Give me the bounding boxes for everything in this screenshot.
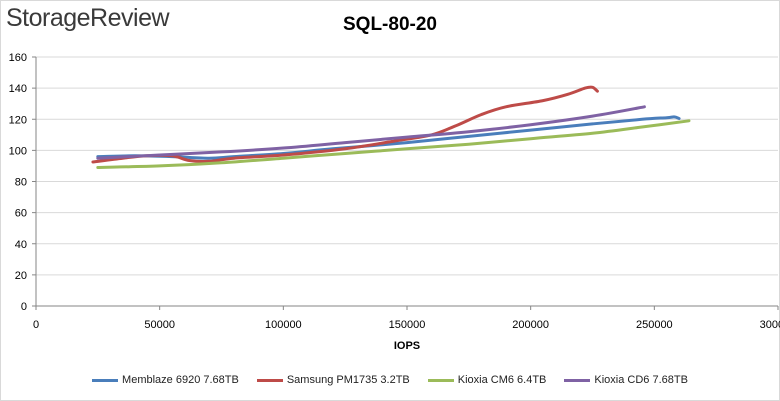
legend-item: Kioxia CD6 7.68TB	[564, 374, 688, 386]
legend-swatch	[256, 378, 283, 382]
legend-label: Samsung PM1735 3.2TB	[286, 374, 410, 386]
legend: Memblaze 6920 7.68TB Samsung PM1735 3.2TB…	[0, 374, 780, 386]
y-tick-label: 60	[15, 208, 27, 220]
legend-swatch	[564, 378, 591, 382]
series-line-kioxia-cd6-7-68tb	[96, 105, 646, 160]
y-tick-label: 80	[15, 177, 27, 189]
series-line-memblaze-6920-7-68tb	[96, 115, 681, 160]
storagereview-logo: StorageReview	[6, 4, 170, 32]
y-tick-label: 40	[15, 239, 27, 251]
grid-lines	[36, 56, 778, 276]
y-tick-label: 20	[15, 270, 27, 282]
y-tick-label: 160	[9, 52, 27, 64]
axes	[32, 56, 779, 310]
series-line-kioxia-cm6-6-4tb	[96, 119, 691, 169]
x-tick-label: 200000	[512, 319, 549, 331]
legend-label: Memblaze 6920 7.68TB	[122, 374, 239, 386]
chart-title: SQL-80-20	[343, 14, 437, 35]
legend-item: Memblaze 6920 7.68TB	[92, 374, 239, 386]
x-tick-label: 0	[33, 319, 39, 331]
y-tick-label: 0	[21, 301, 27, 313]
y-tick-label: 120	[9, 114, 27, 126]
legend-item: Kioxia CM6 6.4TB	[427, 374, 547, 386]
legend-swatch	[427, 378, 454, 382]
y-tick-label: 100	[9, 145, 27, 157]
x-tick-label: 250000	[636, 319, 673, 331]
legend-item: Samsung PM1735 3.2TB	[256, 374, 410, 386]
x-tick-label: 150000	[389, 319, 426, 331]
x-tick-label: 50000	[144, 319, 175, 331]
legend-label: Kioxia CM6 6.4TB	[457, 374, 547, 386]
y-tick-label: 140	[9, 83, 27, 95]
series-lines	[91, 85, 691, 169]
x-tick-label: 300000	[760, 319, 780, 331]
x-tick-label: 100000	[265, 319, 302, 331]
legend-label: Kioxia CD6 7.68TB	[594, 374, 688, 386]
tick-labels: 0 20 40 60 80 100 120 140 160 0 50000 100000 150000 2…	[9, 52, 780, 331]
x-axis-label: IOPS	[394, 340, 420, 352]
legend-swatch	[92, 378, 119, 382]
